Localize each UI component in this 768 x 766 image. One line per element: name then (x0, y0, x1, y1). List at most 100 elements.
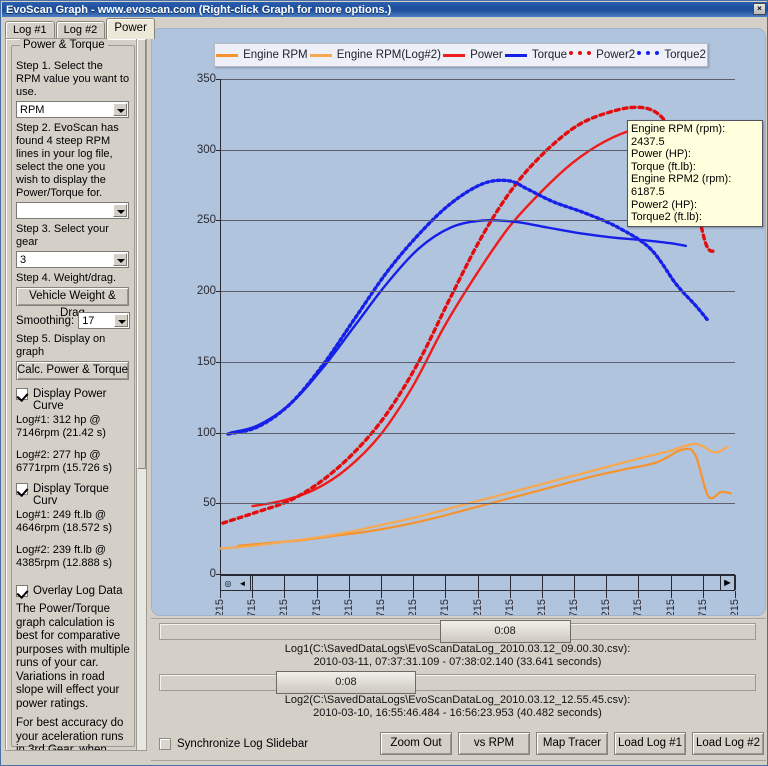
y-tick-mark (216, 574, 221, 575)
x-axis-tick-label: 18.715 (503, 599, 516, 616)
log2-slider-track[interactable]: 0:08 (159, 671, 756, 694)
overlay-log-data-label: Overlay Log Data (33, 585, 123, 597)
x-tick-mark (735, 591, 736, 598)
vehicle-weight-drag-button[interactable]: Vehicle Weight & Drag (16, 287, 129, 319)
x-axis-tick-label: 17.715 (439, 599, 452, 616)
footer-bar: Synchronize Log Slidebar Zoom Out vs RPM M… (151, 730, 766, 762)
rpm-select-value: RPM (20, 104, 45, 116)
calc-power-torque-button[interactable]: Calc. Power & Torque (16, 361, 129, 380)
rpm-select[interactable]: RPM (16, 101, 129, 118)
legend-item: Torque (504, 49, 567, 61)
display-torque-curve-row[interactable]: Display Torque Curv (16, 483, 130, 507)
x-scroller-tick (670, 575, 672, 590)
tooltip-line: Torque (ft.lb): (631, 160, 696, 173)
window-titlebar: EvoScan Graph - www.evoscan.com (Right-c… (2, 2, 768, 17)
legend-label: Power (470, 49, 503, 61)
step2-label: Step 2. EvoScan has found 4 steep RPM li… (16, 122, 119, 199)
grid-line (220, 432, 735, 434)
log1-slider-thumb[interactable]: 0:08 (439, 620, 571, 643)
synchronize-log-slidebar-checkbox[interactable] (159, 738, 171, 750)
map-tracer-button[interactable]: Map Tracer (536, 732, 608, 755)
series-path (226, 178, 710, 436)
x-tick-mark (252, 591, 254, 598)
x-axis-tick-label: 16.715 (374, 599, 387, 616)
x-scroller-tick (509, 575, 511, 590)
chevron-down-icon[interactable] (113, 253, 127, 266)
y-axis (220, 79, 221, 574)
grid-line (220, 220, 735, 222)
power-log2-result: Log#2: 277 hp @ 6771rpm (15.726 s) (16, 449, 112, 474)
log1-slider-track[interactable]: 0:08 (159, 620, 756, 643)
tab-strip: Log #1 Log #2 Power (5, 18, 156, 39)
left-arrow-icon[interactable]: ◄ (238, 578, 247, 588)
tab-log-2[interactable]: Log #2 (55, 21, 106, 39)
series-path (229, 218, 687, 434)
x-scroller-left-controls[interactable]: ◎ ◄ (221, 576, 251, 590)
x-tick-mark (380, 591, 382, 598)
overlay-log-data-checkbox[interactable] (16, 585, 28, 597)
y-axis-tick-label: 350 (196, 73, 216, 85)
chevron-down-icon[interactable] (113, 103, 127, 116)
legend-item: Power (443, 49, 503, 61)
display-power-curve-row[interactable]: Display Power Curve (16, 388, 130, 412)
x-tick-mark (220, 591, 221, 598)
x-scroller-tick (477, 575, 479, 590)
gear-select[interactable]: 3 (16, 251, 129, 268)
vs-rpm-button[interactable]: vs RPM (458, 732, 530, 755)
overlay-log-data-row[interactable]: Overlay Log Data (16, 585, 130, 597)
zoom-out-button[interactable]: Zoom Out (380, 732, 452, 755)
x-scroller-tick (252, 575, 254, 590)
y-axis-tick-label: 250 (196, 214, 216, 227)
scrollbar-thumb[interactable] (137, 39, 146, 469)
display-torque-curve-checkbox[interactable] (16, 483, 28, 495)
info-paragraph-2: For best accuracy do your aceleration ru… (16, 717, 124, 750)
load-log-1-button[interactable]: Load Log #1 (614, 732, 686, 755)
right-arrow-icon[interactable]: ► (720, 576, 734, 590)
load-log-2-button[interactable]: Load Log #2 (692, 732, 764, 755)
grid-line (220, 149, 735, 151)
graph-panel[interactable]: Engine RPM Engine RPM(Log#2) Power Torque Po… (151, 28, 766, 616)
tab-power[interactable]: Power (106, 18, 155, 39)
grid-line (220, 503, 735, 505)
x-tick-mark (348, 591, 350, 598)
y-tick-mark (216, 503, 221, 505)
legend-swatch-icon (309, 53, 332, 57)
left-panel-scrollbar[interactable] (136, 39, 146, 750)
torque-log1-result: Log#1: 249 ft.lb @ 4646rpm (18.572 s) (16, 509, 112, 534)
x-tick-mark (413, 591, 415, 598)
torque-log2-result: Log#2: 239 ft.lb @ 4385rpm (12.888 s) (16, 544, 112, 569)
chevron-down-icon[interactable] (114, 314, 128, 327)
series-path (219, 442, 729, 550)
step5-label: Step 5. Display on graph (16, 333, 106, 358)
smoothing-select-value: 17 (82, 315, 95, 327)
y-axis-tick-label: 200 (196, 285, 216, 298)
log2-slider-thumb[interactable]: 0:08 (276, 671, 416, 694)
x-tick-mark (670, 591, 672, 598)
grid-line (220, 79, 735, 80)
x-scroller-tick (316, 575, 318, 590)
steep-rpm-select[interactable] (16, 202, 129, 219)
display-power-curve-checkbox[interactable] (16, 388, 28, 400)
footer-button-row: Zoom Out vs RPM Map Tracer Load Log #1 Load … (380, 732, 764, 755)
close-icon[interactable]: × (753, 3, 766, 15)
smoothing-select[interactable]: 17 (78, 312, 130, 329)
x-scroller-tick (735, 575, 736, 590)
synchronize-log-slidebar-row[interactable]: Synchronize Log Slidebar (159, 738, 308, 750)
legend-item: Torque2 (637, 49, 706, 61)
tab-log-1[interactable]: Log #1 (5, 21, 55, 39)
step4-label: Step 4. Weight/drag. (16, 272, 117, 284)
target-icon[interactable]: ◎ (224, 578, 232, 588)
x-axis-tick-label: 22.215 (729, 599, 741, 616)
left-panel: Power & Torque Step 1. Select the RPM va… (5, 38, 147, 751)
y-tick-mark (216, 220, 221, 222)
left-panel-scroll-content: Power & Torque Step 1. Select the RPM va… (6, 39, 138, 750)
x-axis-tick-label: 16.215 (342, 599, 355, 616)
grid-line (220, 361, 735, 363)
log1-slider-group: 0:08 Log1(C:\SavedDataLogs\EvoScanDataLo… (159, 620, 756, 669)
legend-swatch-icon (569, 51, 592, 59)
divider (151, 618, 766, 620)
y-tick-mark (216, 149, 221, 151)
chevron-down-icon[interactable] (113, 204, 127, 217)
tooltip-line: Power2 (HP): (631, 198, 698, 211)
